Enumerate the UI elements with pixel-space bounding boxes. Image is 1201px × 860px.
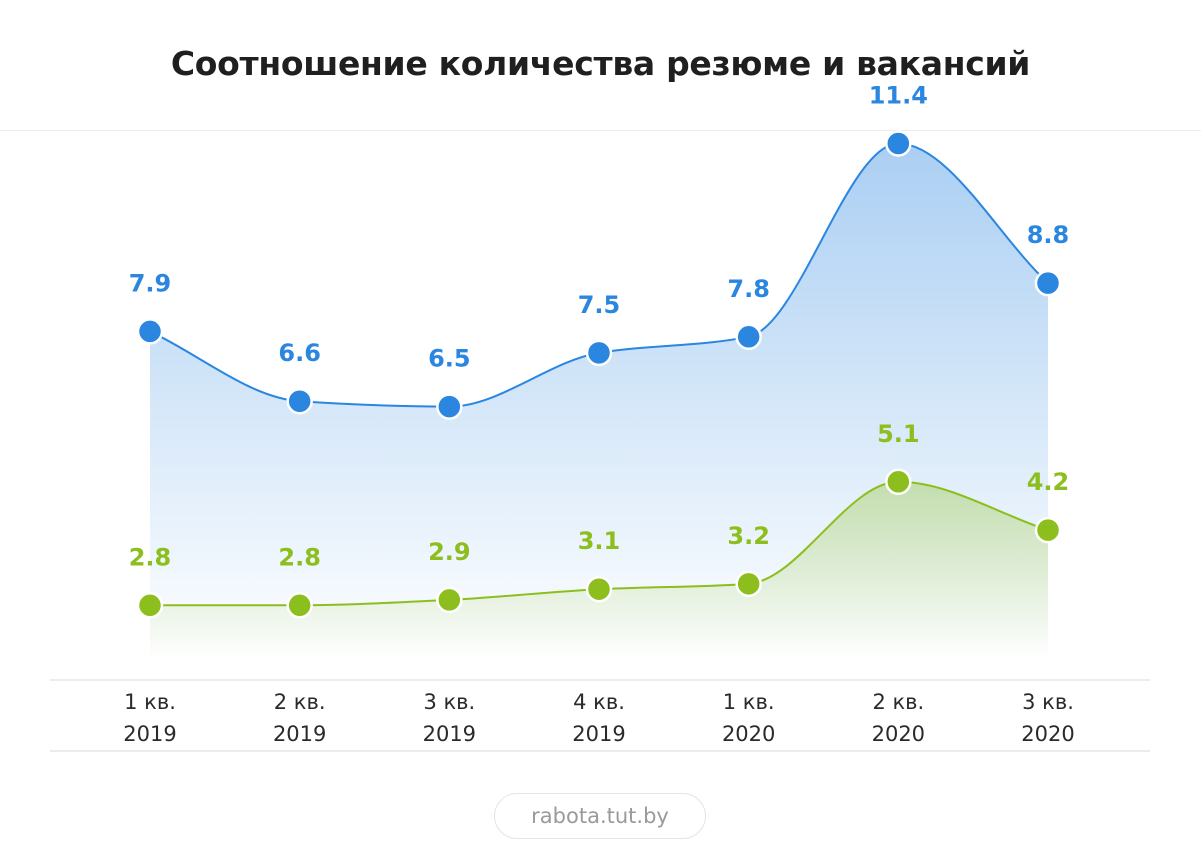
series-0-point-1 <box>286 387 313 415</box>
series-1-point-4 <box>735 570 762 598</box>
x-axis-tick-labels: 1 кв. 2019 2 кв. 2019 3 кв. 2019 4 кв. 2019 1 кв… <box>123 690 1074 746</box>
x-tick-year-4: 2020 <box>722 722 775 746</box>
x-tick-year-2: 2019 <box>423 722 476 746</box>
data-labels: 7.9 6.6 6.5 7.5 7.8 11.4 8.8 2.8 2.8 2.9 3.1 3.2 5.1… <box>129 81 1070 571</box>
x-tick-year-3: 2019 <box>572 722 625 746</box>
series-1-value-label-6: 4.2 <box>1027 468 1070 496</box>
series-0-point-4 <box>735 323 762 351</box>
series-0-value-label-0: 7.9 <box>129 269 172 297</box>
series-1-point-0 <box>136 592 164 619</box>
series-0-value-label-6: 8.8 <box>1027 221 1070 249</box>
chart-title: Соотношение количества резюме и вакансий <box>170 44 1031 83</box>
x-tick-year-5: 2020 <box>872 722 925 746</box>
series-1-point-5 <box>885 468 912 496</box>
x-tick-year-1: 2019 <box>273 722 326 746</box>
x-tick-quarter-0: 1 кв. <box>124 690 176 714</box>
series-0-point-0 <box>136 318 164 345</box>
series-0-point-3 <box>585 339 613 367</box>
source-badge: rabota.tut.by <box>494 793 706 839</box>
series-0-point-2 <box>436 393 463 420</box>
series-1-value-label-3: 3.1 <box>578 527 621 555</box>
series-0-value-label-5: 11.4 <box>869 81 928 109</box>
series-1-value-label-2: 2.9 <box>428 538 471 566</box>
series-1-value-label-5: 5.1 <box>877 420 920 448</box>
series-1-point-1 <box>286 592 313 619</box>
x-tick-year-6: 2020 <box>1021 722 1074 746</box>
series-0-point-6 <box>1034 269 1062 297</box>
series-0-value-label-4: 7.8 <box>727 275 770 303</box>
x-tick-quarter-2: 3 кв. <box>423 690 475 714</box>
series-0-value-label-3: 7.5 <box>578 291 621 319</box>
series-1-area <box>150 481 1048 660</box>
series-1-point-3 <box>585 575 613 603</box>
x-tick-year-0: 2019 <box>123 722 176 746</box>
series-0-value-label-2: 6.5 <box>428 345 471 373</box>
x-tick-quarter-5: 2 кв. <box>872 690 924 714</box>
series-0-point-5 <box>885 130 912 157</box>
series-1-point-2 <box>436 586 463 614</box>
series-1-value-label-0: 2.8 <box>129 543 172 571</box>
x-tick-quarter-6: 3 кв. <box>1022 690 1074 714</box>
series-1-value-label-1: 2.8 <box>278 543 321 571</box>
title-divider <box>0 130 1201 131</box>
series-1-value-label-4: 3.2 <box>727 522 770 550</box>
series-points <box>136 130 1062 619</box>
x-tick-quarter-1: 2 кв. <box>274 690 326 714</box>
x-tick-quarter-4: 1 кв. <box>723 690 775 714</box>
series-0-value-label-1: 6.6 <box>278 339 321 367</box>
series-1-point-6 <box>1034 516 1062 544</box>
x-tick-quarter-3: 4 кв. <box>573 690 625 714</box>
